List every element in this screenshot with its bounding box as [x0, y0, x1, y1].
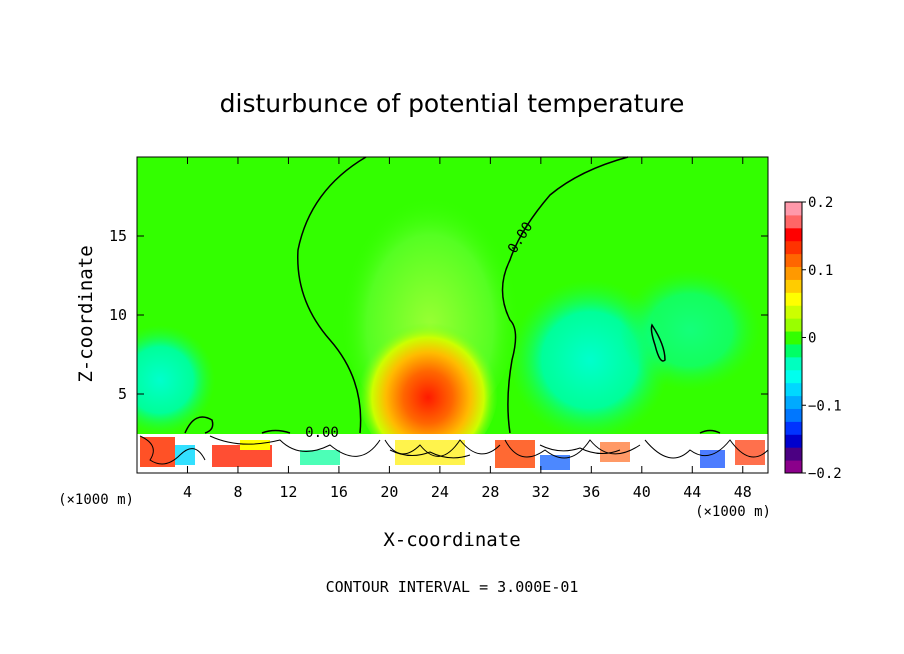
colorbar-swatch: [785, 343, 802, 358]
colorbar-swatch: [785, 305, 802, 319]
zero-contour: [184, 156, 721, 434]
colorbar-tick-label: 0.1: [808, 263, 833, 279]
colorbar-swatch: [785, 253, 802, 268]
colorbar-tick-label: −0.2: [808, 466, 842, 482]
colorbar-swatch: [785, 266, 802, 280]
colorbar-swatch: [785, 214, 802, 229]
y-axis-label: Z-coordinate: [75, 245, 97, 382]
x-tick-label: 4: [183, 483, 192, 501]
colorbar-swatch: [785, 408, 802, 422]
colorbar-swatch: [785, 279, 802, 293]
colorbar-swatch: [785, 421, 802, 435]
colorbar-tick-label: 0: [808, 331, 816, 347]
colorbar-swatch: [785, 331, 802, 345]
x-tick-label: 44: [683, 483, 701, 501]
x-tick-label: 28: [481, 483, 499, 501]
colorbar-tick-label: −0.1: [808, 398, 842, 414]
y-axis-ticks: 5 10 15: [109, 227, 768, 403]
x-tick-label: 8: [233, 483, 242, 501]
contour-label: 0.00: [305, 425, 339, 441]
colorbar-swatch: [785, 434, 802, 448]
colorbar-swatch: [785, 382, 802, 397]
plot-field: [137, 157, 768, 473]
x-axis-label: X-coordinate: [383, 529, 520, 551]
colorbar-tick-label: 0.2: [808, 195, 833, 211]
y-tick-label: 5: [118, 385, 127, 403]
colorbar: 0.2 0.1 0 −0.1 −0.2: [784, 195, 842, 482]
contour-interval: CONTOUR INTERVAL = 3.000E-01: [326, 578, 579, 596]
surface-contours: [139, 435, 768, 465]
x-tick-label: 12: [279, 483, 297, 501]
colorbar-swatch: [785, 318, 802, 332]
x-tick-label: 36: [582, 483, 600, 501]
colorbar-swatch: [785, 240, 802, 255]
x-tick-label: 16: [330, 483, 348, 501]
x-axis-ticks: 4 8 12 16 20 24 28 32 36 40 44 48: [183, 157, 752, 501]
colorbar-swatch: [785, 356, 802, 371]
warm-core: [358, 315, 498, 465]
x-tick-label: 32: [532, 483, 550, 501]
colorbar-swatch: [785, 369, 802, 384]
x-tick-label: 48: [734, 483, 752, 501]
colorbar-swatch: [785, 227, 802, 242]
x-tick-label: 40: [633, 483, 651, 501]
colorbar-swatch: [785, 460, 802, 474]
y-tick-label: 15: [109, 227, 127, 245]
cool-region-far-right: [620, 270, 760, 390]
colorbar-swatch: [785, 202, 802, 216]
colorbar-swatch: [785, 447, 802, 461]
x-units-left: (×1000 m): [58, 492, 134, 508]
y-tick-label: 10: [109, 306, 127, 324]
cool-region-left: [137, 325, 215, 435]
colorbar-swatch: [785, 395, 802, 409]
x-units-right: (×1000 m): [695, 504, 771, 520]
colorbar-swatch: [785, 292, 802, 306]
x-tick-label: 24: [431, 483, 449, 501]
x-tick-label: 20: [380, 483, 398, 501]
chart-title: disturbunce of potential temperature: [220, 89, 685, 118]
surface-color-patches: [140, 437, 765, 470]
